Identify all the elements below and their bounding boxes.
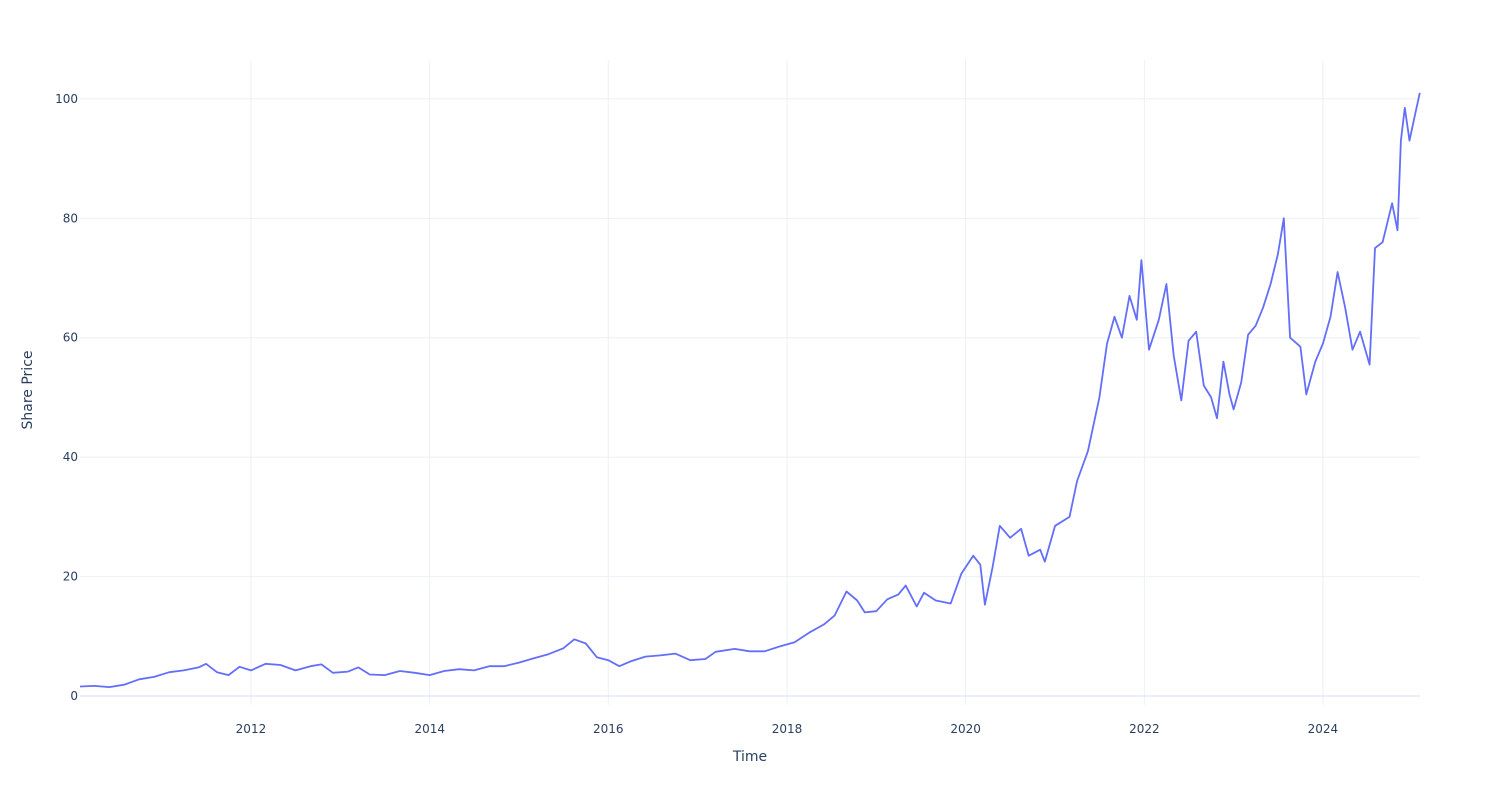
y-tick-label: 80 (63, 211, 78, 225)
x-axis-title: Time (732, 749, 767, 765)
x-tick-label: 2016 (593, 722, 624, 736)
y-tick-label: 100 (55, 92, 78, 106)
x-tick-label: 2018 (772, 722, 803, 736)
y-axis-title: Share Price (20, 350, 36, 429)
x-tick-label: 2014 (414, 722, 445, 736)
x-tick-label: 2024 (1308, 722, 1339, 736)
y-tick-label: 40 (63, 450, 78, 464)
y-gridlines (80, 98, 1420, 697)
x-gridlines (250, 60, 1324, 705)
x-tick-label: 2020 (950, 722, 981, 736)
series-line (79, 92, 1421, 688)
series-layer (79, 92, 1421, 688)
x-tick-label: 2022 (1129, 722, 1160, 736)
y-tick-labels: 0 20 40 60 80 100 (55, 92, 78, 703)
x-tick-labels: 2012 2014 2016 2018 2020 2022 2024 (236, 722, 1338, 736)
y-tick-label: 20 (63, 570, 78, 584)
x-tick-label: 2012 (236, 722, 267, 736)
y-tick-label: 0 (70, 689, 78, 703)
y-tick-label: 60 (63, 331, 78, 345)
